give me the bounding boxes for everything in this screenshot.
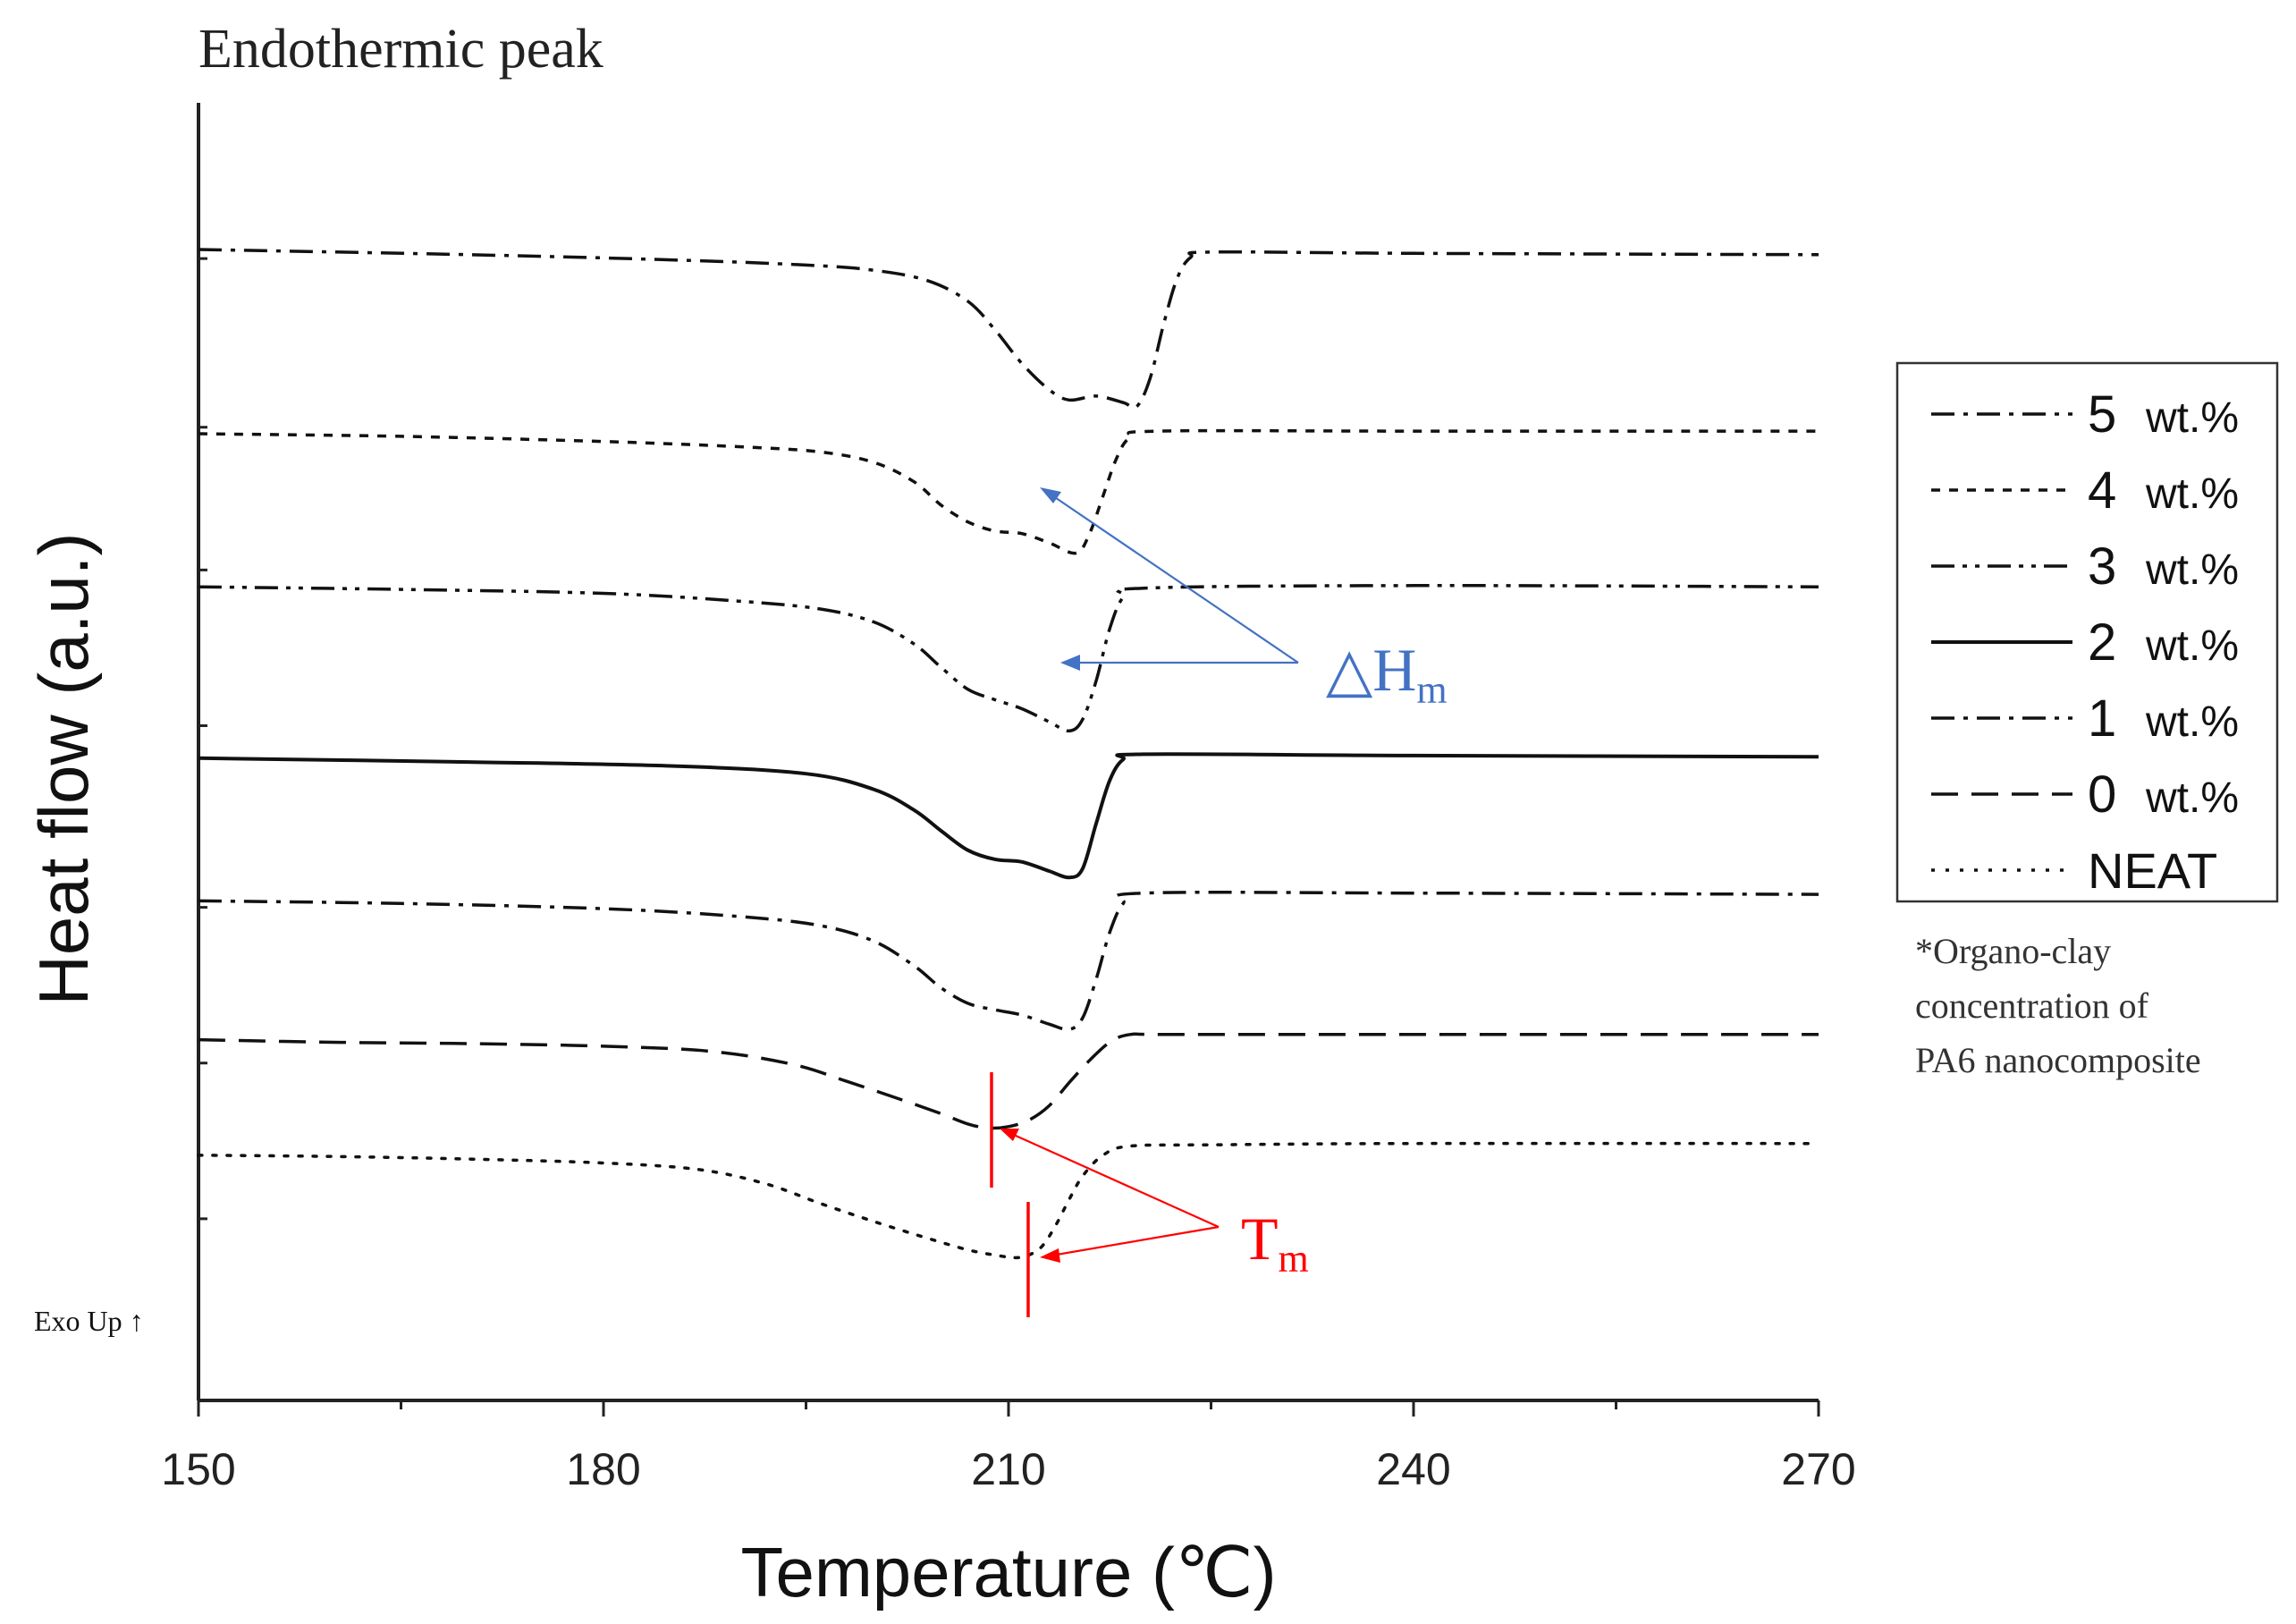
footnote-line-3: PA6 nanocomposite [1915, 1040, 2201, 1080]
axis-ticks [197, 257, 1820, 1417]
footnote-line-2: concentration of [1915, 985, 2149, 1026]
legend-entries: 5 wt.% 4 wt.% 3 wt.% 2 wt.% 1 wt.% 0 wt.% NEAT [1931, 385, 2239, 899]
legend-unit: wt.% [2145, 774, 2239, 822]
tm-arrowhead-upper [1000, 1129, 1019, 1141]
series-group [197, 248, 1820, 1260]
x-tick-label: 240 [1376, 1444, 1450, 1494]
legend-unit: wt.% [2145, 394, 2239, 442]
tm-arrow-upper [1005, 1129, 1220, 1229]
tm-label-main: T [1241, 1205, 1279, 1273]
exo-up-label: Exo Up ↑ [34, 1305, 144, 1337]
x-tick-label: 150 [161, 1444, 235, 1494]
footnote-line-1: *Organo-clay [1915, 931, 2111, 971]
x-tick-label: 210 [971, 1444, 1045, 1494]
dh-arrowhead-lower [1060, 655, 1080, 671]
chart-title: Endothermic peak [198, 19, 604, 80]
legend-label-3: 3 [2088, 537, 2116, 596]
dh-annotation: △Hm [1040, 487, 1448, 712]
tm-arrowhead-lower [1040, 1248, 1060, 1263]
x-axis-label: Temperature (℃) [740, 1533, 1276, 1611]
series-line-neat [197, 1141, 1820, 1260]
legend-unit: wt.% [2145, 622, 2239, 670]
legend-unit: wt.% [2145, 546, 2239, 594]
series-line-3 [198, 584, 1819, 733]
legend-unit: wt.% [2145, 698, 2239, 746]
series-line-1 [198, 890, 1819, 1031]
tm-annotation: Tm [990, 1072, 1309, 1317]
x-tick-labels: 150 180 210 240 270 [161, 1444, 1855, 1494]
tm-label-sub: m [1279, 1237, 1309, 1281]
legend: 5 wt.% 4 wt.% 3 wt.% 2 wt.% 1 wt.% 0 wt.% NEAT [1895, 361, 2279, 903]
legend-label-1: 1 [2088, 689, 2116, 748]
x-tick-label: 270 [1781, 1444, 1855, 1494]
dh-arrow-upper [1043, 489, 1299, 664]
series-line-5 [198, 248, 1819, 410]
legend-label-neat: NEAT [2088, 842, 2217, 899]
dh-label-sub: m [1416, 668, 1447, 712]
footnote: *Organo-clay concentration of PA6 nanoco… [1915, 931, 2201, 1080]
dh-label: △Hm [1326, 636, 1448, 712]
legend-label-5: 5 [2088, 385, 2116, 444]
legend-unit: wt.% [2145, 470, 2239, 518]
tm-label: Tm [1241, 1205, 1309, 1281]
x-tick-label: 180 [566, 1444, 640, 1494]
legend-label-0: 0 [2088, 765, 2116, 824]
legend-label-4: 4 [2088, 461, 2116, 520]
legend-box [1895, 361, 2279, 903]
series-line-2 [198, 752, 1819, 880]
dh-label-main: △H [1326, 636, 1416, 704]
tm-arrow-lower [1045, 1225, 1220, 1258]
y-axis-label: Heat flow (a.u.) [24, 533, 103, 1006]
legend-label-2: 2 [2088, 613, 2116, 672]
dh-arrowhead-upper [1040, 487, 1061, 503]
series-line-4 [198, 428, 1819, 555]
series-line-0 [198, 1032, 1819, 1130]
